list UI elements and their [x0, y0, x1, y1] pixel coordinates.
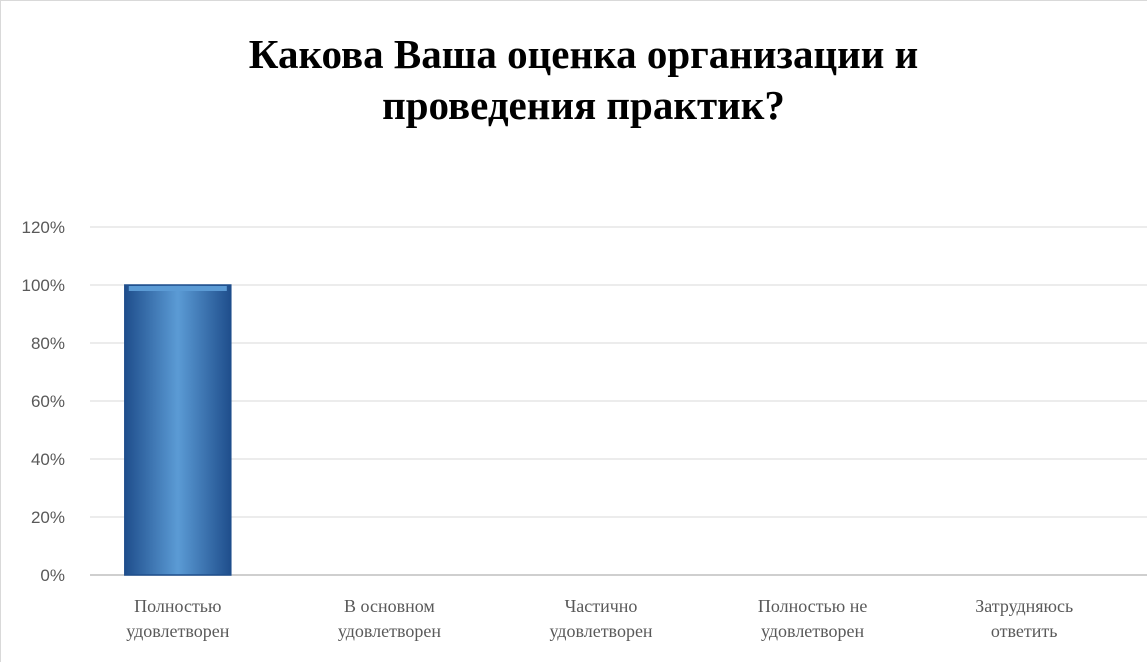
x-category-label: удовлетворен — [126, 621, 229, 641]
x-category-label: Полностью — [134, 596, 221, 616]
x-category-label: Частично — [565, 596, 638, 616]
x-category-label: удовлетворен — [338, 621, 441, 641]
x-category-label: удовлетворен — [761, 621, 864, 641]
bar-top-highlight — [128, 286, 227, 291]
x-category-label: В основном — [344, 596, 435, 616]
y-tick-label: 120% — [22, 218, 65, 237]
x-category-label: Затрудняюсь — [975, 596, 1073, 616]
gridlines — [90, 226, 1147, 576]
y-tick-label: 40% — [31, 450, 65, 469]
y-tick-label: 0% — [40, 566, 65, 585]
x-category-label: удовлетворен — [549, 621, 652, 641]
chart-title: Какова Ваша оценка организации и проведе… — [248, 31, 919, 128]
x-category-label: Полностью не — [758, 596, 867, 616]
bars — [124, 284, 232, 576]
y-tick-label: 20% — [31, 508, 65, 527]
x-category-label: ответить — [991, 621, 1058, 641]
bar-1 — [124, 284, 232, 576]
y-tick-label: 60% — [31, 392, 65, 411]
y-axis: 0% 20% 40% 60% 80% 100% 120% — [22, 218, 65, 585]
x-axis: Полностью удовлетворен В основном удовлетво… — [126, 596, 1073, 641]
y-tick-label: 100% — [22, 276, 65, 295]
y-tick-label: 80% — [31, 334, 65, 353]
